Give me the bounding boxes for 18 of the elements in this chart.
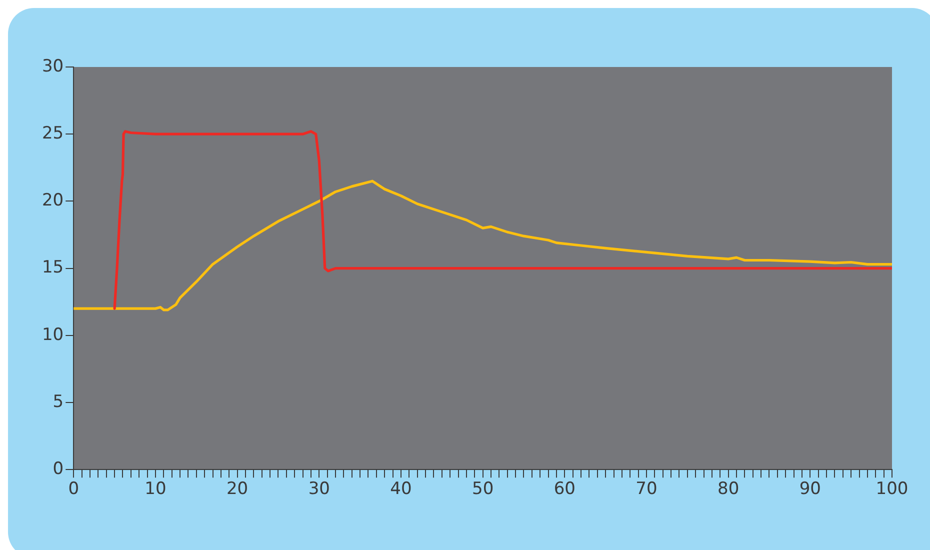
y-tick-label: 0 — [52, 459, 64, 480]
x-tick-label: 10 — [144, 479, 166, 500]
x-tick-label: 100 — [876, 479, 908, 500]
y-tick-label: 20 — [42, 190, 64, 211]
x-tick-label: 70 — [636, 479, 658, 500]
x-tick-label: 30 — [308, 479, 330, 500]
y-tick-label: 10 — [42, 324, 64, 345]
y-tick-label: 25 — [42, 124, 64, 144]
x-tick-label: 50 — [472, 479, 494, 500]
x-tick-label: 60 — [554, 479, 576, 500]
x-tick-label: 90 — [799, 479, 821, 500]
x-tick-label: 80 — [718, 479, 740, 500]
x-tick-label: 40 — [390, 479, 412, 500]
x-tick-label: 20 — [226, 479, 248, 500]
y-tick-label: 5 — [52, 392, 64, 412]
y-tick-label: 30 — [42, 56, 64, 76]
y-tick-label: 15 — [42, 258, 64, 278]
x-tick-label: 0 — [68, 479, 80, 500]
